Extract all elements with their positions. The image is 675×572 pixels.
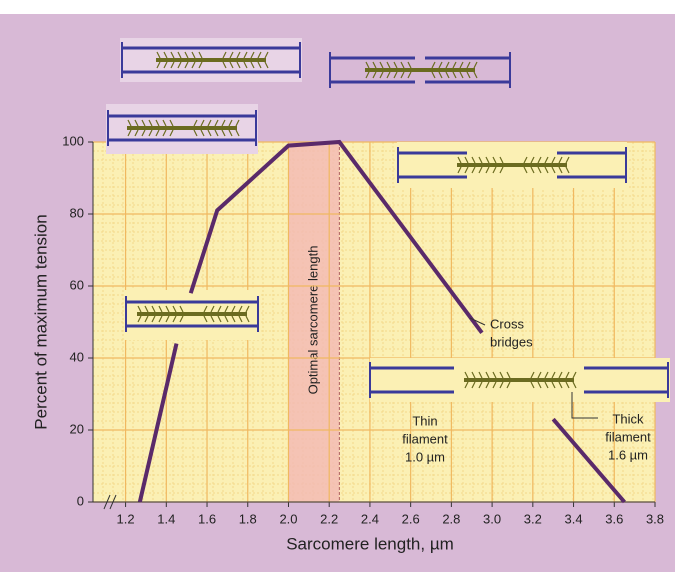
sarcomere-diagram — [108, 110, 256, 146]
x-tick-label: 2.6 — [402, 511, 420, 526]
annotation: filament — [605, 429, 651, 444]
annotation: 1.6 µm — [608, 447, 648, 462]
x-tick-label: 1.8 — [239, 511, 257, 526]
band-label: Optimal sarcomere length — [305, 246, 320, 395]
x-tick-label: 3.0 — [483, 511, 501, 526]
y-tick-label: 60 — [70, 277, 84, 292]
sarcomere-diagram — [126, 296, 258, 332]
annotation: Cross — [490, 316, 524, 331]
top-strip — [0, 0, 675, 14]
page: Sarcomere length, µm Percent of maximum … — [0, 0, 675, 572]
x-tick-label: 2.8 — [442, 511, 460, 526]
y-tick-label: 20 — [70, 421, 84, 436]
x-tick-label: 2.4 — [361, 511, 379, 526]
x-tick-label: 3.2 — [524, 511, 542, 526]
annotation: Thin — [412, 413, 437, 428]
x-tick-label: 3.6 — [605, 511, 623, 526]
annotation: Thick — [612, 411, 644, 426]
annotation: bridges — [490, 334, 533, 349]
y-tick-label: 100 — [62, 133, 84, 148]
x-tick-label: 2.2 — [320, 511, 338, 526]
x-tick-label: 1.6 — [198, 511, 216, 526]
y-tick-label: 0 — [77, 493, 84, 508]
x-tick-label: 2.0 — [279, 511, 297, 526]
y-tick-label: 80 — [70, 205, 84, 220]
y-axis-label: Percent of maximum tension — [31, 214, 50, 429]
annotation: 1.0 µm — [405, 449, 445, 464]
x-tick-label: 1.2 — [117, 511, 135, 526]
x-tick-label: 1.4 — [157, 511, 175, 526]
x-tick-label: 3.8 — [646, 511, 664, 526]
y-tick-label: 40 — [70, 349, 84, 364]
chart: Sarcomere length, µm Percent of maximum … — [0, 0, 675, 572]
x-tick-label: 3.4 — [565, 511, 583, 526]
x-axis-label: Sarcomere length, µm — [286, 534, 454, 553]
annotation: filament — [402, 431, 448, 446]
